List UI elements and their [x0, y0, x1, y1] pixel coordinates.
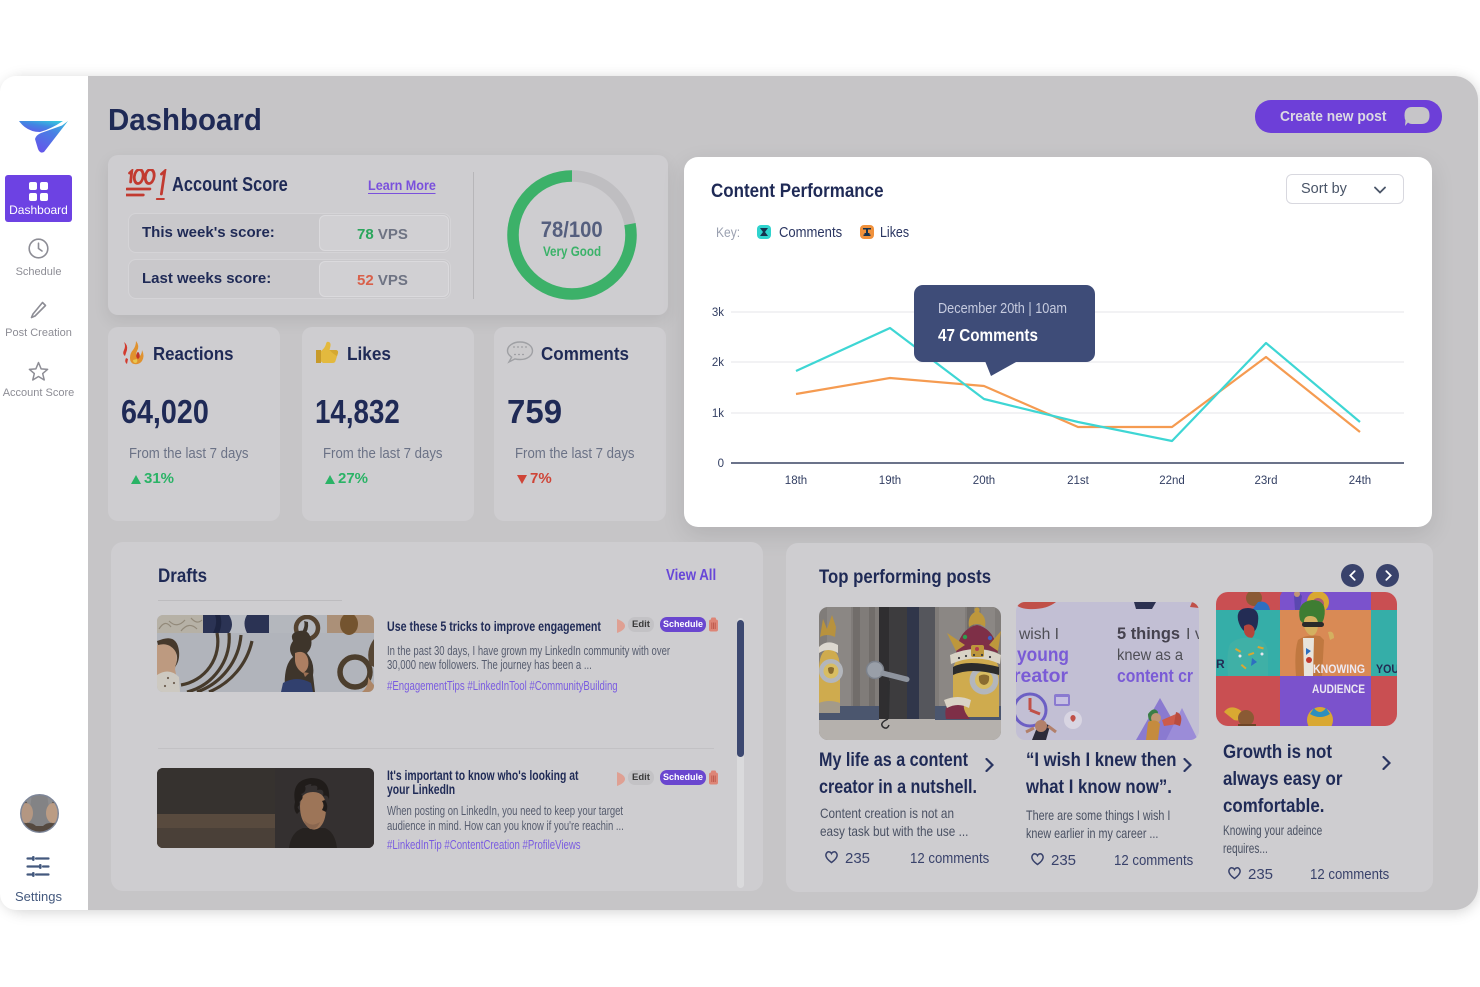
svg-text:AUDIENCE: AUDIENCE: [1312, 682, 1365, 696]
svg-text:22nd: 22nd: [1159, 475, 1185, 487]
svg-text:content cr: content cr: [1117, 666, 1193, 686]
svg-text:KNOWING: KNOWING: [1313, 662, 1365, 676]
svg-text:0: 0: [718, 458, 724, 470]
svg-text:young: young: [1017, 645, 1069, 666]
svg-text:2k: 2k: [712, 357, 724, 369]
svg-text:20th: 20th: [973, 475, 995, 487]
svg-text:1k: 1k: [712, 408, 724, 420]
svg-text:December 20th | 10am: December 20th | 10am: [938, 301, 1067, 317]
svg-text:knew as a: knew as a: [1117, 647, 1183, 664]
svg-text:21st: 21st: [1067, 475, 1090, 487]
svg-text:3k: 3k: [712, 307, 724, 319]
svg-text:5 things: 5 things: [1117, 624, 1180, 643]
svg-text:18th: 18th: [785, 475, 807, 487]
svg-text:reator: reator: [1016, 666, 1069, 687]
svg-text:47 Comments: 47 Comments: [938, 325, 1038, 345]
svg-text:23rd: 23rd: [1254, 475, 1277, 487]
svg-text:24th: 24th: [1349, 475, 1371, 487]
svg-text:wish I: wish I: [1018, 626, 1059, 643]
svg-text:YOU: YOU: [1376, 662, 1397, 676]
svg-text:R: R: [1216, 657, 1225, 671]
svg-text:I v: I v: [1186, 626, 1199, 643]
svg-text:19th: 19th: [879, 475, 901, 487]
